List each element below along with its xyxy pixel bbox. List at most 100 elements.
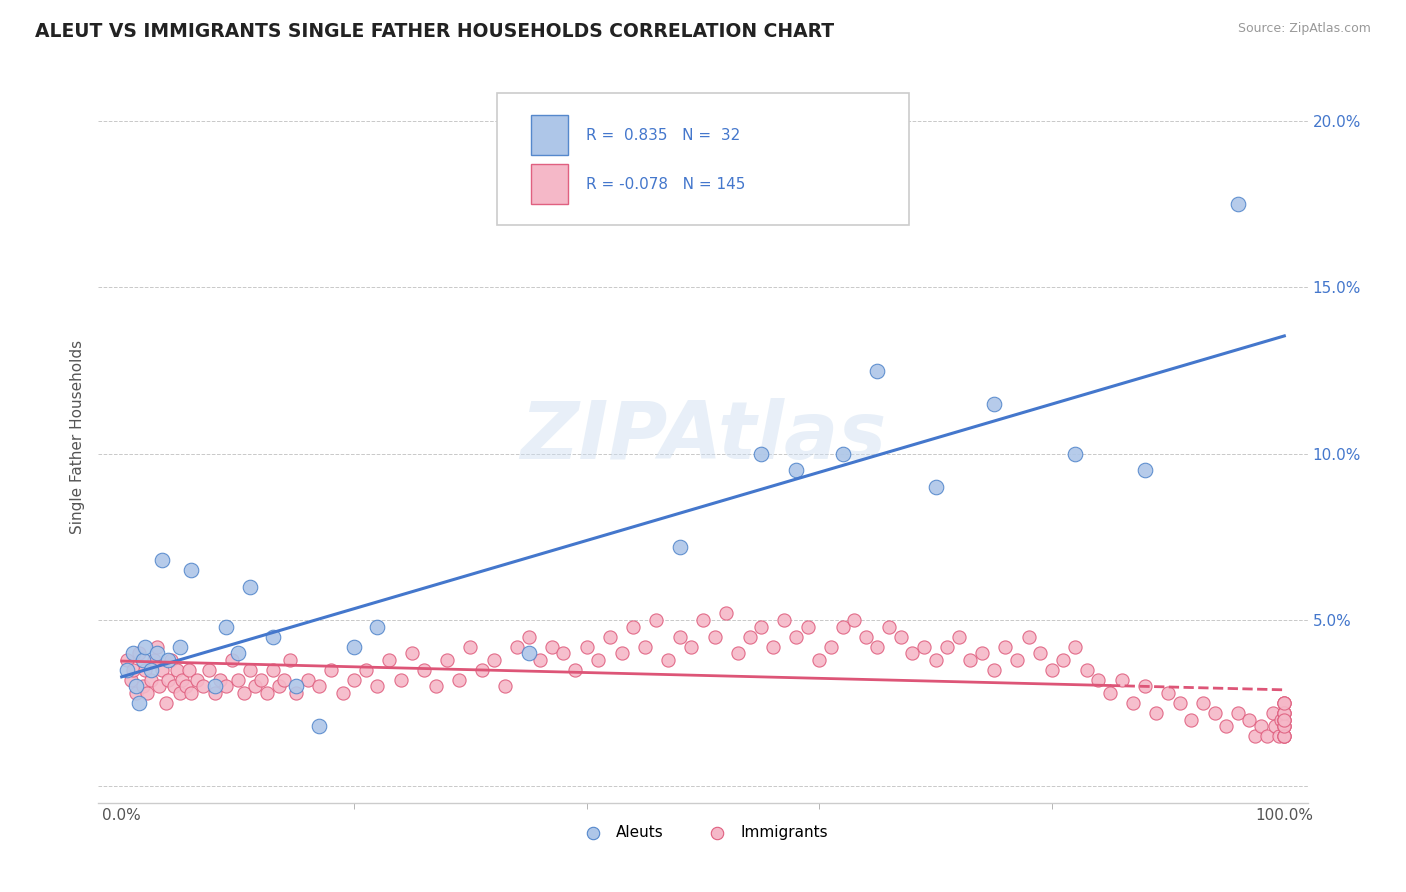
- Point: [343, 673, 366, 687]
- Point: [166, 663, 188, 677]
- Point: [319, 663, 342, 677]
- Point: [610, 646, 633, 660]
- Point: [994, 640, 1017, 654]
- Point: [877, 619, 900, 633]
- Point: [785, 463, 807, 477]
- Point: [460, 640, 482, 654]
- Point: [215, 680, 238, 694]
- Point: [186, 673, 208, 687]
- Text: R =  0.835   N =  32: R = 0.835 N = 32: [586, 128, 740, 143]
- Point: [366, 680, 388, 694]
- Point: [163, 680, 186, 694]
- Point: [1005, 653, 1028, 667]
- Point: [1076, 663, 1098, 677]
- Point: [128, 646, 150, 660]
- Point: [924, 480, 946, 494]
- Point: [517, 646, 540, 660]
- Point: [308, 680, 330, 694]
- Point: [1040, 663, 1063, 677]
- Point: [901, 646, 924, 660]
- Point: [1272, 706, 1295, 720]
- Point: [645, 613, 668, 627]
- Point: [239, 580, 262, 594]
- Point: [122, 646, 145, 660]
- Point: [1133, 463, 1156, 477]
- Point: [122, 663, 145, 677]
- Point: [912, 640, 935, 654]
- Point: [773, 613, 796, 627]
- Point: [703, 630, 725, 644]
- Point: [1272, 729, 1295, 743]
- Point: [150, 663, 173, 677]
- Point: [738, 630, 761, 644]
- Point: [278, 653, 301, 667]
- Point: [621, 619, 644, 633]
- Point: [1272, 713, 1295, 727]
- Point: [180, 686, 202, 700]
- Point: [1272, 719, 1295, 733]
- Point: [332, 686, 354, 700]
- Legend: Aleuts, Immigrants: Aleuts, Immigrants: [572, 819, 834, 847]
- Point: [599, 630, 621, 644]
- Point: [1244, 729, 1267, 743]
- Point: [215, 619, 238, 633]
- Point: [1272, 696, 1295, 710]
- Point: [529, 653, 551, 667]
- Point: [855, 630, 877, 644]
- Point: [139, 673, 162, 687]
- Point: [959, 653, 981, 667]
- Point: [1111, 673, 1133, 687]
- Point: [436, 653, 458, 667]
- Point: [1226, 197, 1249, 211]
- Point: [157, 653, 180, 667]
- Point: [1192, 696, 1215, 710]
- Point: [1272, 729, 1295, 743]
- Point: [1064, 447, 1087, 461]
- Point: [540, 640, 562, 654]
- Point: [471, 663, 494, 677]
- Point: [134, 663, 156, 677]
- Point: [1180, 713, 1202, 727]
- Point: [204, 680, 226, 694]
- Point: [169, 686, 191, 700]
- Point: [844, 613, 866, 627]
- Point: [297, 673, 319, 687]
- Point: [204, 686, 226, 700]
- Point: [808, 653, 831, 667]
- Point: [1250, 719, 1272, 733]
- Point: [1272, 713, 1295, 727]
- Text: R = -0.078   N = 145: R = -0.078 N = 145: [586, 177, 745, 192]
- Point: [256, 686, 278, 700]
- Point: [1267, 729, 1289, 743]
- Point: [1122, 696, 1144, 710]
- Point: [179, 663, 201, 677]
- Point: [1270, 713, 1292, 727]
- Point: [1272, 729, 1295, 743]
- Point: [117, 653, 139, 667]
- Point: [308, 719, 330, 733]
- Point: [983, 663, 1005, 677]
- Text: ZIPAtlas: ZIPAtlas: [520, 398, 886, 476]
- Point: [1215, 719, 1237, 733]
- Point: [588, 653, 610, 667]
- Point: [749, 619, 772, 633]
- Point: [447, 673, 470, 687]
- Bar: [531, 164, 568, 204]
- Point: [354, 663, 377, 677]
- Point: [198, 663, 221, 677]
- Point: [668, 540, 690, 554]
- Point: [482, 653, 505, 667]
- Point: [1087, 673, 1109, 687]
- Text: ALEUT VS IMMIGRANTS SINGLE FATHER HOUSEHOLDS CORRELATION CHART: ALEUT VS IMMIGRANTS SINGLE FATHER HOUSEH…: [35, 22, 834, 41]
- Point: [285, 686, 308, 700]
- Point: [413, 663, 436, 677]
- Point: [948, 630, 970, 644]
- Point: [762, 640, 785, 654]
- Point: [148, 680, 170, 694]
- Point: [796, 619, 818, 633]
- Point: [657, 653, 679, 667]
- Point: [180, 563, 202, 577]
- Point: [1272, 713, 1295, 727]
- Point: [634, 640, 657, 654]
- Point: [716, 607, 738, 621]
